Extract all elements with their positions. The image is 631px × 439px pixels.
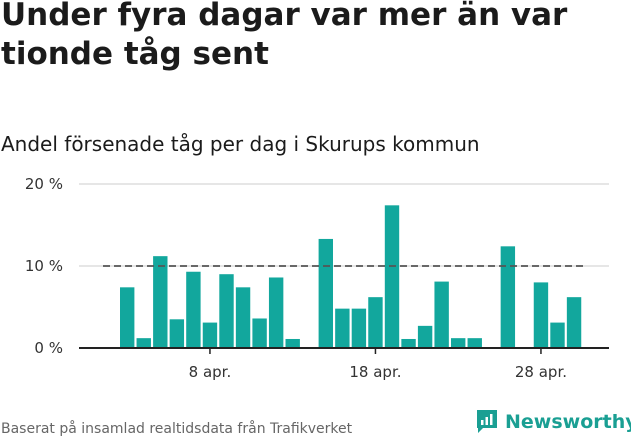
y-axis-ticks: 0 % 10 % 20 % <box>25 175 63 357</box>
y-tick-label: 0 % <box>34 339 63 357</box>
brand-name: Newsworthy <box>505 411 631 433</box>
bar <box>136 338 151 348</box>
bar-chart: 0 % 10 % 20 % 8 apr. 18 apr. 28 apr. <box>25 175 609 381</box>
bar <box>268 277 284 348</box>
bar <box>202 322 218 348</box>
x-tick-label: 18 apr. <box>349 363 401 381</box>
x-tick-label: 8 apr. <box>189 363 232 381</box>
bar <box>351 308 367 348</box>
brand[interactable]: Newsworthy <box>475 409 631 435</box>
bar <box>169 319 185 348</box>
chart-title: Under fyra dagar var mer än var tionde t… <box>1 0 568 72</box>
bar <box>153 256 168 348</box>
bar <box>368 297 383 348</box>
source-note: Baserat på insamlad realtidsdata från Tr… <box>1 421 353 437</box>
bar <box>500 246 516 348</box>
bars <box>120 205 582 348</box>
bar <box>252 318 267 348</box>
y-tick-label: 20 % <box>25 175 63 193</box>
bar <box>401 338 416 348</box>
bar <box>417 325 433 348</box>
x-axis-ticks: 8 apr. 18 apr. 28 apr. <box>189 348 567 381</box>
bar <box>467 338 482 348</box>
x-tick-label: 28 apr. <box>515 363 567 381</box>
bar <box>335 308 350 348</box>
bar <box>318 238 333 348</box>
chart-subtitle: Andel försenade tåg per dag i Skurups ko… <box>1 132 480 156</box>
bar <box>219 274 234 348</box>
newsworthy-logo-icon <box>477 410 497 433</box>
bar <box>384 205 400 348</box>
bar <box>451 338 466 348</box>
bar <box>550 322 565 348</box>
bar <box>235 287 251 348</box>
bar <box>434 281 449 348</box>
y-tick-label: 10 % <box>25 257 63 275</box>
bar <box>120 287 135 348</box>
bar <box>566 297 582 348</box>
bar <box>533 282 549 348</box>
bar <box>186 271 201 348</box>
bar <box>285 338 300 348</box>
grid-lines <box>79 183 609 267</box>
